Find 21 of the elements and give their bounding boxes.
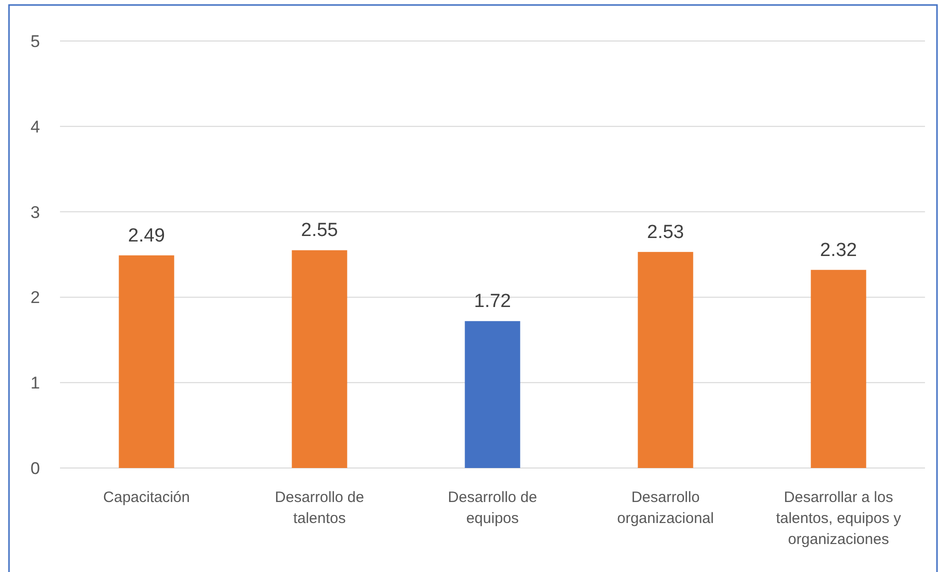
data-label: 2.53 <box>647 222 684 243</box>
data-label: 2.32 <box>820 240 857 261</box>
data-label: 2.55 <box>301 220 338 242</box>
x-tick-label: Desarrollo organizacional <box>617 489 714 527</box>
y-tick-label: 1 <box>30 374 40 393</box>
x-tick-label: Desarrollo de equipos <box>448 489 538 527</box>
bar <box>464 321 520 468</box>
bar <box>292 250 348 468</box>
bar <box>638 252 694 468</box>
data-label: 2.49 <box>128 225 165 246</box>
x-tick-label: Capacitación <box>103 489 190 506</box>
y-tick-label: 3 <box>30 202 40 222</box>
y-tick-label: 2 <box>30 288 40 308</box>
bar <box>810 270 866 468</box>
data-label: 1.72 <box>474 291 511 312</box>
bar <box>118 255 174 468</box>
y-tick-label: 4 <box>30 117 40 136</box>
y-tick-label: 0 <box>30 458 40 478</box>
y-tick-label: 5 <box>30 32 40 51</box>
x-tick-label: Desarrollo de talentos <box>274 489 364 527</box>
x-tick-label: Desarrollar a los talentos, equipos y organizaciones <box>776 489 902 548</box>
